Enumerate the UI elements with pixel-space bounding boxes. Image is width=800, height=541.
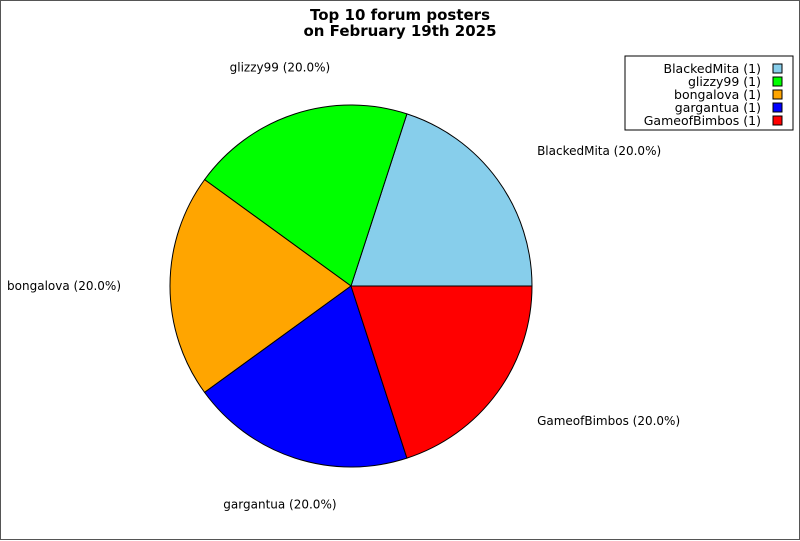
slice-label-bongalova: bongalova (20.0%)	[7, 279, 121, 293]
slice-label-blackedmita: BlackedMita (20.0%)	[537, 144, 661, 158]
chart-title-line-2: on February 19th 2025	[303, 22, 496, 40]
legend-label-gargantua: gargantua (1)	[675, 100, 761, 115]
legend-swatch-bongalova	[772, 89, 783, 100]
legend-label-glizzy99: glizzy99 (1)	[688, 74, 761, 89]
pie-slice-gameofbimbos	[350, 285, 533, 459]
slice-label-glizzy99: glizzy99 (20.0%)	[230, 60, 331, 74]
legend-label-bongalova: bongalova (1)	[674, 87, 761, 102]
legend-label-blackedmita: BlackedMita (1)	[664, 61, 762, 76]
legend-swatch-glizzy99	[772, 76, 783, 87]
legend-swatch-blackedmita	[772, 63, 783, 74]
pie-slices	[169, 104, 533, 468]
pie-slice-gargantua	[204, 285, 408, 468]
slice-label-gargantua: gargantua (20.0%)	[223, 498, 336, 512]
legend: BlackedMita (1)glizzy99 (1)bongalova (1)…	[624, 55, 794, 131]
pie-slice-glizzy99	[204, 104, 408, 287]
pie-slice-labels: BlackedMita (20.0%) glizzy99 (20.0%) bonga…	[7, 60, 680, 511]
legend-box	[624, 55, 794, 131]
legend-swatch-gameofbimbos	[772, 115, 783, 126]
pie-slice-blackedmita	[350, 113, 533, 287]
pie-slice-bongalova	[169, 179, 352, 393]
legend-label-gameofbimbos: GameofBimbos (1)	[644, 113, 761, 128]
legend-swatch-gargantua	[772, 102, 783, 113]
slice-label-gameofbimbos: GameofBimbos (20.0%)	[537, 414, 680, 428]
chart-title-line-1: Top 10 forum posters	[310, 6, 490, 24]
